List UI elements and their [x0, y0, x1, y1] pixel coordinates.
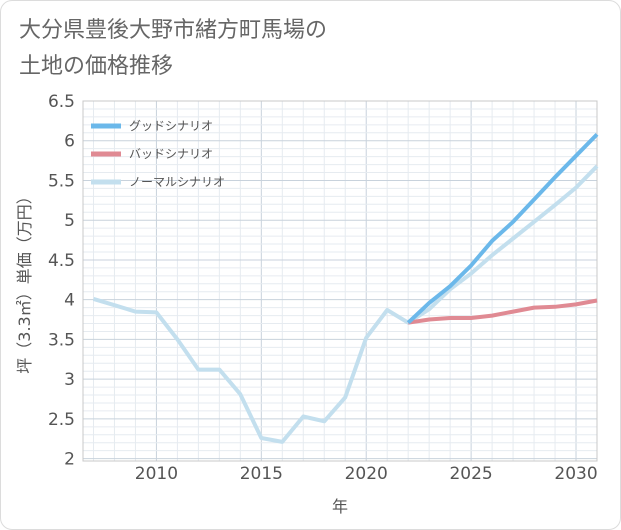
series-line-2	[92, 164, 599, 444]
grid	[83, 100, 598, 461]
chart-title-line1: 大分県豊後大野市緒方町馬場の	[19, 18, 328, 43]
y-tick-label: 6	[64, 132, 75, 152]
y-tick-label: 3	[64, 370, 75, 390]
x-axis-ticks: 2010 2015 2020 2025 2030	[135, 464, 598, 484]
x-tick-label: 2020	[345, 464, 388, 484]
y-tick-label: 4	[64, 291, 75, 311]
y-tick-label: 6.5	[48, 92, 75, 112]
plot-frame	[82, 100, 598, 462]
legend-label: バッドシナリオ	[129, 147, 213, 161]
series-lines	[92, 132, 599, 444]
x-axis-title: 年	[332, 497, 348, 516]
x-tick-label: 2015	[240, 464, 283, 484]
y-axis-title: 坪（3.3㎡）単価（万円）	[15, 188, 34, 373]
y-tick-label: 5.5	[48, 171, 75, 191]
y-tick-label: 4.5	[48, 251, 75, 271]
legend-label: ノーマルシナリオ	[129, 175, 225, 189]
y-tick-label: 2.5	[48, 410, 75, 430]
y-tick-label: 5	[64, 211, 75, 231]
chart-title-line2: 土地の価格推移	[19, 54, 174, 79]
chart-title: 大分県豊後大野市緒方町馬場の 土地の価格推移	[19, 13, 439, 85]
legend-label: グッドシナリオ	[129, 119, 213, 133]
x-tick-label: 2025	[449, 464, 492, 484]
y-axis-ticks: 2 2.5 3 3.5 4 4.5 5 5.5 6 6.5	[48, 92, 75, 470]
x-tick-label: 2010	[135, 464, 178, 484]
y-tick-label: 3.5	[48, 330, 75, 350]
y-tick-label: 2	[64, 450, 75, 470]
series-line-1	[407, 298, 598, 325]
x-tick-label: 2030	[554, 464, 597, 484]
series-line-0	[406, 132, 599, 325]
